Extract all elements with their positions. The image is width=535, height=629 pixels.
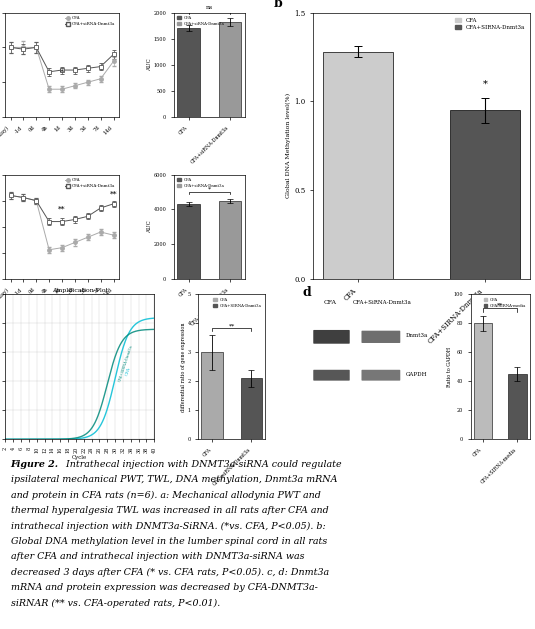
Text: **: **: [110, 191, 117, 199]
Legend: CFA, CFA+SIRNA-Dnmt3a: CFA, CFA+SIRNA-Dnmt3a: [453, 15, 527, 33]
Text: **: **: [497, 302, 503, 307]
Text: Intrathecal injection with DNMT3a-siRNA could regulate: Intrathecal injection with DNMT3a-siRNA …: [60, 460, 342, 469]
Bar: [177, 28, 200, 117]
Text: CFA: CFA: [324, 300, 337, 305]
Text: thermal hyperalgesia TWL was increased in all rats after CFA and: thermal hyperalgesia TWL was increased i…: [11, 506, 328, 515]
Bar: [473, 323, 493, 439]
Text: CFA+SiRNA-Dnmt3a: CFA+SiRNA-Dnmt3a: [353, 300, 411, 305]
Bar: [323, 52, 393, 279]
Text: Dnmt3a: Dnmt3a: [406, 333, 428, 338]
Text: GAPDH: GAPDH: [406, 372, 427, 377]
Text: Figure 2.: Figure 2.: [11, 460, 59, 469]
Legend: CFA, CFA+siRNA-Dnmt3a: CFA, CFA+siRNA-Dnmt3a: [64, 14, 117, 28]
Legend: CFA, CFA+siRNA-Dnmt3a: CFA, CFA+siRNA-Dnmt3a: [64, 177, 117, 190]
Y-axis label: differential ratio of gene expression: differential ratio of gene expression: [181, 322, 186, 411]
Y-axis label: Global DNA Methylation level(%): Global DNA Methylation level(%): [286, 93, 292, 198]
X-axis label: Cycle: Cycle: [72, 455, 87, 460]
Text: **: **: [228, 323, 235, 328]
Text: b: b: [274, 0, 283, 9]
Bar: [219, 22, 241, 117]
Text: after CFA and intrathecal injection with DNMT3a-siRNA was: after CFA and intrathecal injection with…: [11, 552, 304, 562]
Bar: [177, 204, 200, 279]
Text: *: *: [483, 80, 487, 89]
Title: Amplification Plot: Amplification Plot: [52, 287, 108, 292]
Text: **: **: [58, 205, 66, 213]
Text: ipsilateral mechanical PWT, TWL, DNA methylation, Dnmt3a mRNA: ipsilateral mechanical PWT, TWL, DNA met…: [11, 476, 337, 484]
Bar: [450, 110, 520, 279]
Text: CFA: CFA: [125, 367, 132, 377]
Text: siRNAR (** vs. CFA-operated rats, P<0.01).: siRNAR (** vs. CFA-operated rats, P<0.01…: [11, 599, 220, 608]
Legend: CFA, CFA/SIRNA-media: CFA, CFA/SIRNA-media: [482, 296, 528, 309]
Bar: [219, 201, 241, 279]
Y-axis label: AUC: AUC: [147, 58, 152, 71]
Text: decreased 3 days after CFA (* vs. CFA rats, P<0.05). c, d: Dnmt3a: decreased 3 days after CFA (* vs. CFA ra…: [11, 568, 328, 577]
Legend: CFA, CFA+siRNA-Dnmt3a: CFA, CFA+siRNA-Dnmt3a: [176, 14, 226, 28]
Text: and protein in CFA rats (n=6). a: Mechanical allodynia PWT and: and protein in CFA rats (n=6). a: Mechan…: [11, 491, 320, 500]
Legend: CFA, CFA+SIRNA-Dnmt3a: CFA, CFA+SIRNA-Dnmt3a: [212, 296, 263, 309]
Text: *: *: [60, 69, 64, 76]
Text: *: *: [208, 186, 211, 191]
FancyBboxPatch shape: [362, 370, 400, 381]
Text: ns: ns: [205, 6, 213, 11]
FancyBboxPatch shape: [362, 331, 400, 343]
FancyBboxPatch shape: [314, 330, 350, 343]
Text: d: d: [302, 286, 311, 299]
Text: mRNA and protein expression was decreased by CFA-DNMT3a-: mRNA and protein expression was decrease…: [11, 584, 317, 593]
FancyBboxPatch shape: [314, 370, 350, 381]
Bar: [508, 374, 527, 439]
Legend: CFA, CFA+siRNA-Dnmt3a: CFA, CFA+siRNA-Dnmt3a: [176, 177, 226, 189]
Bar: [202, 352, 223, 439]
Y-axis label: AUC: AUC: [147, 220, 152, 233]
Y-axis label: Ratio to GAPDH: Ratio to GAPDH: [447, 347, 452, 387]
Text: CFA+SIRNA-Dnmt3a: CFA+SIRNA-Dnmt3a: [118, 344, 134, 382]
Bar: [241, 379, 262, 439]
Text: Global DNA methylation level in the lumber spinal cord in all rats: Global DNA methylation level in the lumb…: [11, 537, 327, 546]
Text: intrathecal injection with DNMT3a-SiRNA. (*vs. CFA, P<0.05). b:: intrathecal injection with DNMT3a-SiRNA.…: [11, 521, 325, 531]
